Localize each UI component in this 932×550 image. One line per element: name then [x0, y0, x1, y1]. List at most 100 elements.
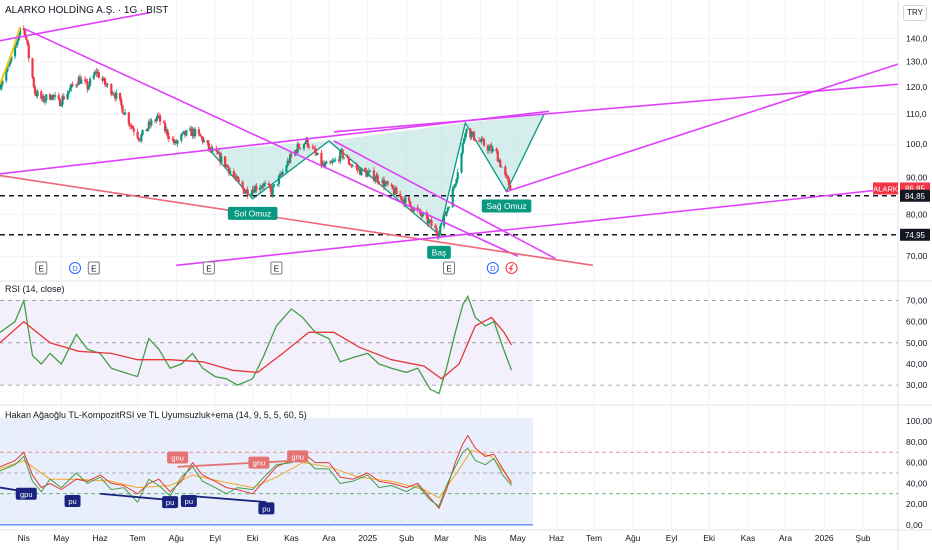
trendline-support[interactable] — [0, 174, 593, 267]
trendline-mid[interactable] — [333, 83, 899, 133]
candle — [118, 92, 122, 100]
trendline-lower_cross[interactable] — [333, 140, 556, 260]
candle — [270, 188, 273, 195]
rsi-ma-line[interactable] — [0, 316, 513, 380]
price-badge — [900, 189, 930, 202]
candle — [262, 183, 265, 187]
candle — [342, 157, 346, 158]
candle — [374, 178, 377, 181]
candle — [202, 140, 205, 143]
dividend-marker[interactable] — [69, 262, 82, 274]
candle — [491, 148, 494, 152]
candle — [487, 146, 491, 151]
price-axis-tick: 140,0 — [906, 33, 928, 43]
candle — [209, 147, 212, 150]
candle — [111, 93, 114, 95]
candle — [250, 193, 253, 196]
candle — [436, 232, 439, 237]
candle — [157, 115, 160, 117]
candle — [454, 183, 457, 187]
time-axis-label: Haz — [549, 533, 564, 543]
price-axis-tick: 90,00 — [906, 172, 928, 182]
candle — [93, 71, 97, 75]
signal-badge[interactable] — [15, 487, 37, 500]
candle — [411, 210, 414, 212]
candle — [376, 175, 379, 182]
candle — [140, 134, 143, 142]
candle — [261, 186, 264, 188]
candle — [302, 143, 306, 149]
candle — [172, 139, 175, 143]
candle — [311, 147, 314, 149]
rsi-line[interactable] — [0, 294, 513, 395]
earnings-marker[interactable] — [35, 261, 48, 275]
currency-button[interactable]: TRY — [903, 5, 927, 21]
komposit-axis-tick: 100,00 — [906, 416, 932, 426]
signal-badge[interactable] — [162, 496, 179, 509]
trendline-breakout[interactable] — [506, 63, 899, 193]
candle — [51, 94, 54, 99]
candle — [53, 95, 57, 97]
dividend-marker[interactable] — [486, 262, 499, 274]
candle — [364, 168, 367, 172]
candle — [78, 77, 82, 84]
symbol-label-box — [873, 182, 898, 195]
signal-badge[interactable] — [258, 502, 275, 515]
signal-badge[interactable] — [287, 450, 309, 463]
candle — [181, 132, 184, 135]
candle — [384, 183, 387, 187]
trendline-upper[interactable] — [0, 11, 151, 42]
candle — [199, 133, 202, 137]
candle — [145, 129, 148, 131]
candle — [32, 77, 35, 87]
dividend-marker-glyph: D — [490, 264, 496, 273]
price-axis-tick: 120,0 — [906, 82, 928, 92]
candle — [271, 186, 274, 195]
candle — [386, 181, 389, 185]
candle — [324, 163, 327, 167]
signal-badge[interactable] — [248, 456, 270, 469]
price-badge — [900, 228, 930, 241]
price-axis-tick: 80,00 — [906, 209, 928, 219]
candle — [474, 140, 477, 141]
candle — [351, 165, 354, 167]
candle — [105, 84, 108, 86]
candle — [381, 179, 384, 184]
candle — [395, 187, 398, 194]
candle — [23, 30, 27, 36]
candle — [0, 84, 3, 89]
candle — [83, 79, 87, 82]
earnings-marker[interactable] — [87, 261, 100, 275]
signal-badge[interactable] — [180, 495, 197, 508]
candle — [280, 173, 283, 175]
time-axis-label: Ara — [322, 533, 336, 543]
candle — [95, 71, 98, 74]
candle — [460, 153, 463, 173]
trendline-rise[interactable] — [176, 187, 899, 267]
signal-badge[interactable] — [167, 451, 189, 464]
candle — [267, 183, 270, 186]
candle — [192, 128, 195, 137]
candle — [226, 164, 229, 168]
candle — [507, 178, 511, 186]
candle — [442, 214, 446, 227]
signal-badge-label: gpu — [20, 490, 33, 499]
komposit-fast-line[interactable] — [0, 447, 512, 507]
candle — [31, 58, 34, 78]
candle — [182, 130, 185, 133]
candle — [285, 166, 288, 172]
candle — [330, 162, 333, 164]
candle — [505, 174, 508, 177]
earnings-marker[interactable] — [443, 261, 455, 275]
candle — [312, 147, 316, 149]
candle — [332, 160, 336, 162]
candle — [260, 186, 263, 188]
candle — [224, 156, 227, 167]
candle — [86, 81, 89, 90]
signal-badge[interactable] — [64, 495, 81, 508]
earnings-marker[interactable] — [270, 261, 283, 275]
rsi-axis-tick: 70,00 — [906, 296, 928, 306]
earnings-marker[interactable] — [202, 261, 215, 275]
pattern-label: Sol Omuz — [234, 208, 271, 218]
